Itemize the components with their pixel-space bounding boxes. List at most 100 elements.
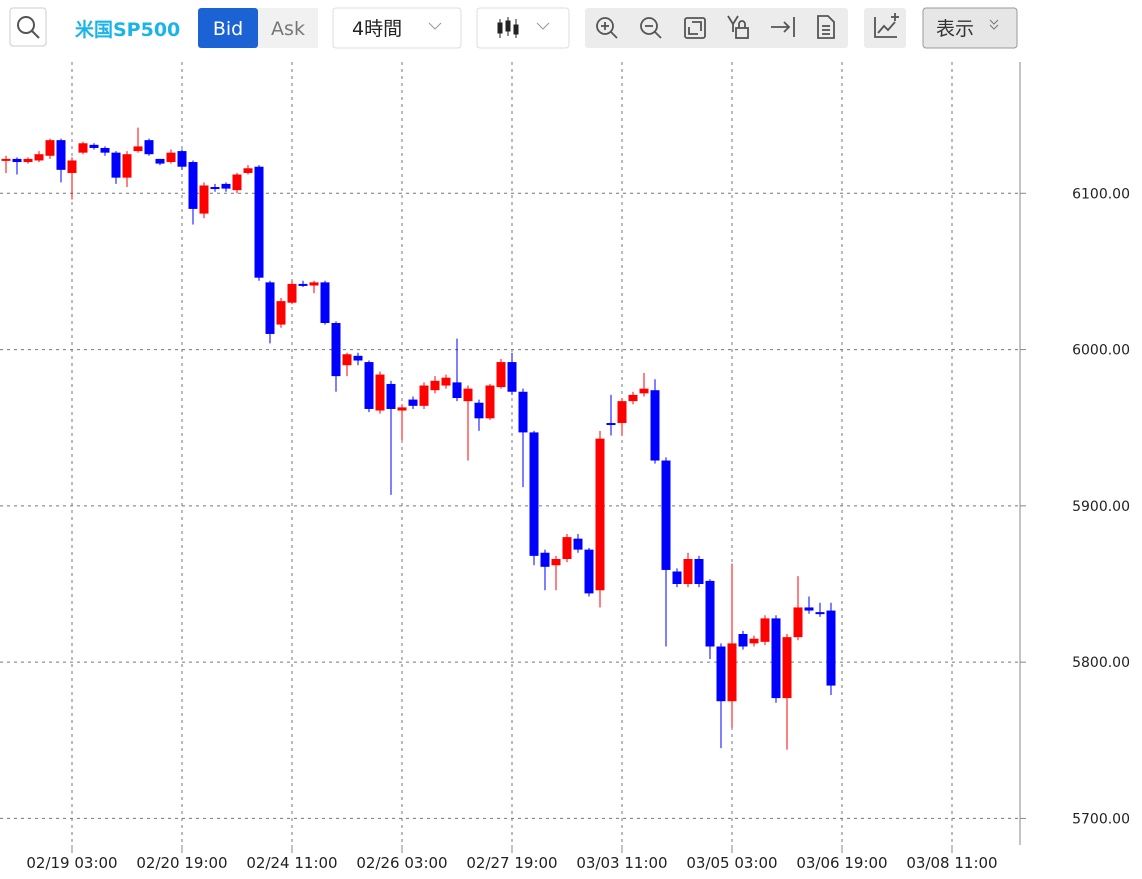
candle-body (276, 301, 286, 325)
candle-body (474, 402, 484, 419)
candle-body (826, 610, 836, 686)
candle-body (23, 158, 33, 163)
candle-body (78, 143, 88, 153)
candle-body (89, 144, 99, 148)
candle-body (507, 362, 517, 392)
candle-body (287, 283, 297, 303)
interval-dropdown[interactable] (332, 7, 462, 49)
dropdown-arrow (428, 22, 442, 30)
candle-body (661, 460, 671, 570)
candle-body (518, 391, 528, 433)
x-tick-label: 02/27 19:00 (466, 854, 557, 872)
candle-body (672, 571, 682, 584)
symbol[interactable]: 米国SP500 (75, 18, 180, 41)
candle-body (606, 423, 616, 426)
candle-body (12, 158, 22, 163)
candle-icon (497, 17, 519, 38)
tool-group (585, 8, 848, 48)
zoom-in-button[interactable] (596, 17, 618, 39)
candle-body (111, 152, 121, 178)
x-tick-label: 03/05 03:00 (686, 854, 777, 872)
candle-body (419, 385, 429, 406)
y-tick-label: 6000.00 (1072, 343, 1130, 359)
x-tick-label: 03/06 19:00 (796, 854, 887, 872)
display-label: 表示 (936, 18, 974, 40)
candle-body (298, 283, 308, 286)
chart-type-dropdown[interactable] (476, 7, 570, 49)
candle-body (529, 432, 539, 556)
dropdown-arrow (989, 19, 999, 25)
y-tick-label: 6100.00 (1072, 186, 1130, 202)
ask-button[interactable] (258, 8, 318, 48)
ask-label: Ask (271, 18, 305, 40)
scroll-end-button[interactable] (771, 17, 795, 37)
x-tick-label: 02/20 19:00 (136, 854, 227, 872)
candle-body (562, 537, 572, 559)
candle-body (793, 607, 803, 638)
candle-body (584, 549, 594, 594)
candle-body (199, 185, 209, 214)
candle-body (342, 354, 352, 366)
candle-body (320, 282, 330, 323)
candle-body (177, 151, 187, 167)
plot-area: 5700.00 5800.00 5900.00 6000.00 6100.00 02/19… (0, 62, 1130, 872)
fit-button[interactable] (684, 17, 706, 39)
candle-body (617, 401, 627, 424)
y-tick-label: 5700.00 (1072, 811, 1130, 827)
candle-body (188, 162, 198, 209)
x-tick-label: 02/19 03:00 (26, 854, 117, 872)
candle-body (45, 140, 55, 156)
dropdown-arrow (989, 24, 999, 30)
candle-body (210, 187, 220, 190)
bid-button[interactable] (198, 8, 258, 48)
candle-body (485, 385, 495, 419)
interval-label: 4時間 (352, 18, 402, 40)
search-button[interactable] (9, 7, 47, 47)
candle-body (67, 160, 77, 173)
candle-body (452, 382, 462, 399)
candle-body (760, 618, 770, 642)
candle-body (463, 388, 473, 402)
candle-body (56, 140, 66, 170)
candle-body (628, 394, 638, 402)
x-tick-label: 03/08 11:00 (906, 854, 997, 872)
lock-button[interactable] (727, 15, 749, 39)
candle-body (1, 158, 11, 161)
candle-body (441, 377, 451, 386)
candle-body (144, 140, 154, 155)
dropdown-arrow (536, 22, 550, 30)
report-button[interactable] (817, 15, 835, 39)
candle-body (595, 438, 605, 591)
candle-body (496, 362, 506, 388)
x-tick-label: 02/26 03:00 (356, 854, 447, 872)
candle-body (749, 638, 759, 644)
search-icon (17, 16, 35, 34)
candle-body (133, 146, 143, 152)
candle-body (815, 612, 825, 615)
candle-body (232, 174, 242, 191)
candle-body (353, 355, 363, 361)
candle-body (683, 558, 693, 584)
indicator-icon (874, 13, 899, 38)
candle-body (705, 580, 715, 647)
candle-body (771, 618, 781, 699)
candle-body (265, 282, 275, 334)
zoom-out-button[interactable] (640, 17, 662, 39)
candle-body (573, 538, 583, 550)
x-tick-label: 03/03 11:00 (576, 854, 667, 872)
candle-body (364, 362, 374, 409)
candle-body (397, 407, 407, 411)
display-button[interactable] (922, 7, 1018, 49)
candle-body (309, 282, 319, 286)
candle-body (243, 168, 253, 173)
candle-body (540, 552, 550, 567)
candle-body (155, 158, 165, 164)
y-tick-label: 5800.00 (1072, 655, 1130, 671)
candle-body (34, 154, 44, 161)
x-tick-label: 02/24 11:00 (246, 854, 337, 872)
toolbar: 米国SP500 Bid Ask 4時間 表示 (9, 7, 1018, 49)
candle-body (551, 558, 561, 566)
candle-body (430, 380, 440, 391)
